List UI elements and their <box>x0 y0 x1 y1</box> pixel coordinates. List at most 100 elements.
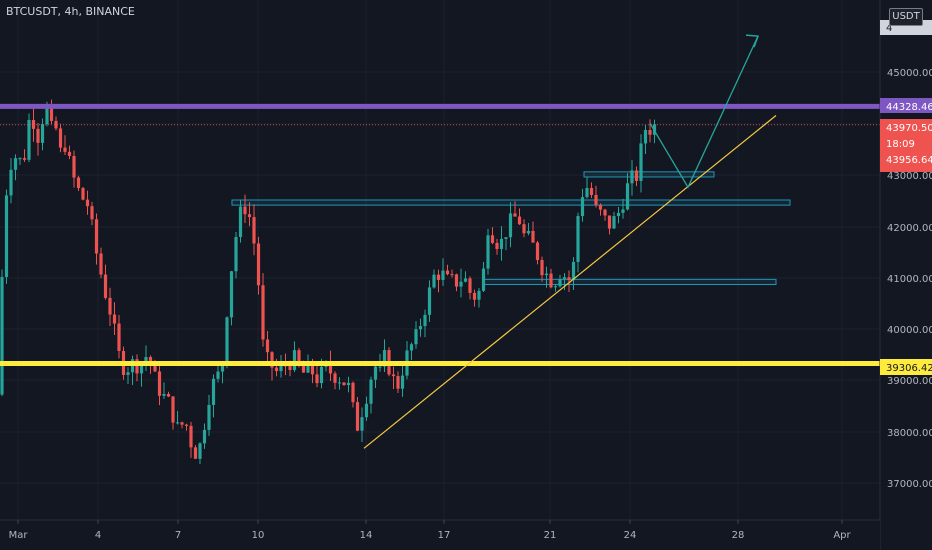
candle-body <box>103 274 108 298</box>
candle-body <box>517 216 522 225</box>
resistance-price-text: 44328.46 <box>886 102 932 113</box>
candle-body <box>180 422 184 425</box>
candle-body <box>306 361 310 373</box>
candle-body <box>364 403 369 418</box>
candle-body <box>648 129 652 135</box>
candle-body <box>72 155 76 178</box>
candle-body <box>351 382 355 403</box>
price-tick-label: 37000.00 <box>887 479 932 490</box>
price-tick-label: 40000.00 <box>887 325 932 336</box>
candle-body <box>117 323 121 351</box>
price-tick-label: 45000.00 <box>887 68 932 79</box>
candle-body <box>418 326 423 330</box>
candle-body <box>342 382 346 386</box>
resistance-price-tag <box>880 98 932 113</box>
candle-body <box>378 366 382 368</box>
time-tick-label: 21 <box>544 530 557 541</box>
candle-body <box>288 365 292 371</box>
candle-body <box>63 147 67 152</box>
candle-body <box>18 158 22 160</box>
candle-body <box>621 209 625 213</box>
candle-body <box>549 273 553 288</box>
candle-body <box>589 187 594 195</box>
candle-body <box>256 243 261 286</box>
candle-body <box>382 350 387 367</box>
candle-body <box>274 367 279 372</box>
last-price-tag <box>880 119 932 172</box>
candle-body <box>85 199 90 207</box>
candle-body <box>54 120 58 129</box>
time-axis[interactable]: Mar 4 7 10 14 17 21 24 28 Apr <box>9 520 852 541</box>
drawing-tools <box>363 34 777 449</box>
candle-body <box>346 382 351 386</box>
projection-path <box>649 35 759 189</box>
candle-body <box>445 270 450 275</box>
candle-body <box>481 268 486 291</box>
projection-arrowhead <box>745 34 760 48</box>
candle-body <box>580 197 585 217</box>
candle-body <box>166 394 171 397</box>
candle-body <box>153 363 157 372</box>
candle-body <box>171 396 175 423</box>
candle-body <box>36 128 40 143</box>
candle-body <box>607 215 612 229</box>
candle-body <box>58 128 63 148</box>
candle-body <box>81 188 85 200</box>
candle-body <box>396 376 400 389</box>
candle-body <box>139 363 144 374</box>
trend-line <box>363 115 777 449</box>
candle-body <box>459 281 463 287</box>
candle-body <box>634 170 639 181</box>
candle-body <box>315 374 319 384</box>
candle-body <box>472 292 477 300</box>
candle-body <box>76 177 81 189</box>
time-tick-label: 14 <box>360 530 373 541</box>
price-tick-label: 38000.00 <box>887 428 932 439</box>
candle-body <box>67 151 72 156</box>
candle-body <box>328 362 333 374</box>
candle-body <box>585 187 589 198</box>
candle-body <box>310 361 315 375</box>
price-tick-label: 42000.00 <box>887 223 932 234</box>
candle-body <box>229 271 234 318</box>
candle-body <box>486 235 490 269</box>
candle-body <box>94 219 99 254</box>
candle-body <box>216 371 220 379</box>
candle-body <box>504 237 508 239</box>
time-tick-label: 17 <box>438 530 451 541</box>
candle-body <box>522 224 526 234</box>
candle-body <box>531 230 535 243</box>
candle-body <box>126 372 130 375</box>
candle-body <box>135 359 139 374</box>
candle-body <box>207 404 211 430</box>
candle-body <box>373 366 378 380</box>
candle-body <box>450 274 454 276</box>
candle-body <box>535 242 540 260</box>
candle-body <box>639 143 643 181</box>
grid-lines <box>0 0 880 520</box>
candle-body <box>508 213 513 238</box>
candle-body <box>247 214 252 218</box>
candle-body <box>355 402 360 431</box>
currency-badge[interactable]: USDT <box>889 8 923 26</box>
candle-body <box>567 277 571 281</box>
candle-body <box>432 274 436 288</box>
candle-body <box>297 350 301 365</box>
candle-body <box>414 329 418 345</box>
candle-body <box>652 124 657 135</box>
time-tick-label: 28 <box>732 530 745 541</box>
candle-body <box>162 394 166 396</box>
horizontal-levels <box>0 103 880 367</box>
candle-body <box>234 237 238 272</box>
candle-body <box>576 216 580 262</box>
last-price-text: 43956.64 <box>886 155 932 166</box>
candle-body <box>243 206 247 215</box>
candle-body <box>189 425 193 448</box>
candle-body <box>553 286 558 288</box>
candle-body <box>220 365 225 372</box>
candle-body <box>612 216 616 229</box>
candle-body <box>409 344 414 351</box>
price-axis[interactable]: 45000.00 43000.00 42000.00 41000.00 40000.00… <box>887 68 932 490</box>
last-price-text: 43970.50 <box>886 123 932 134</box>
